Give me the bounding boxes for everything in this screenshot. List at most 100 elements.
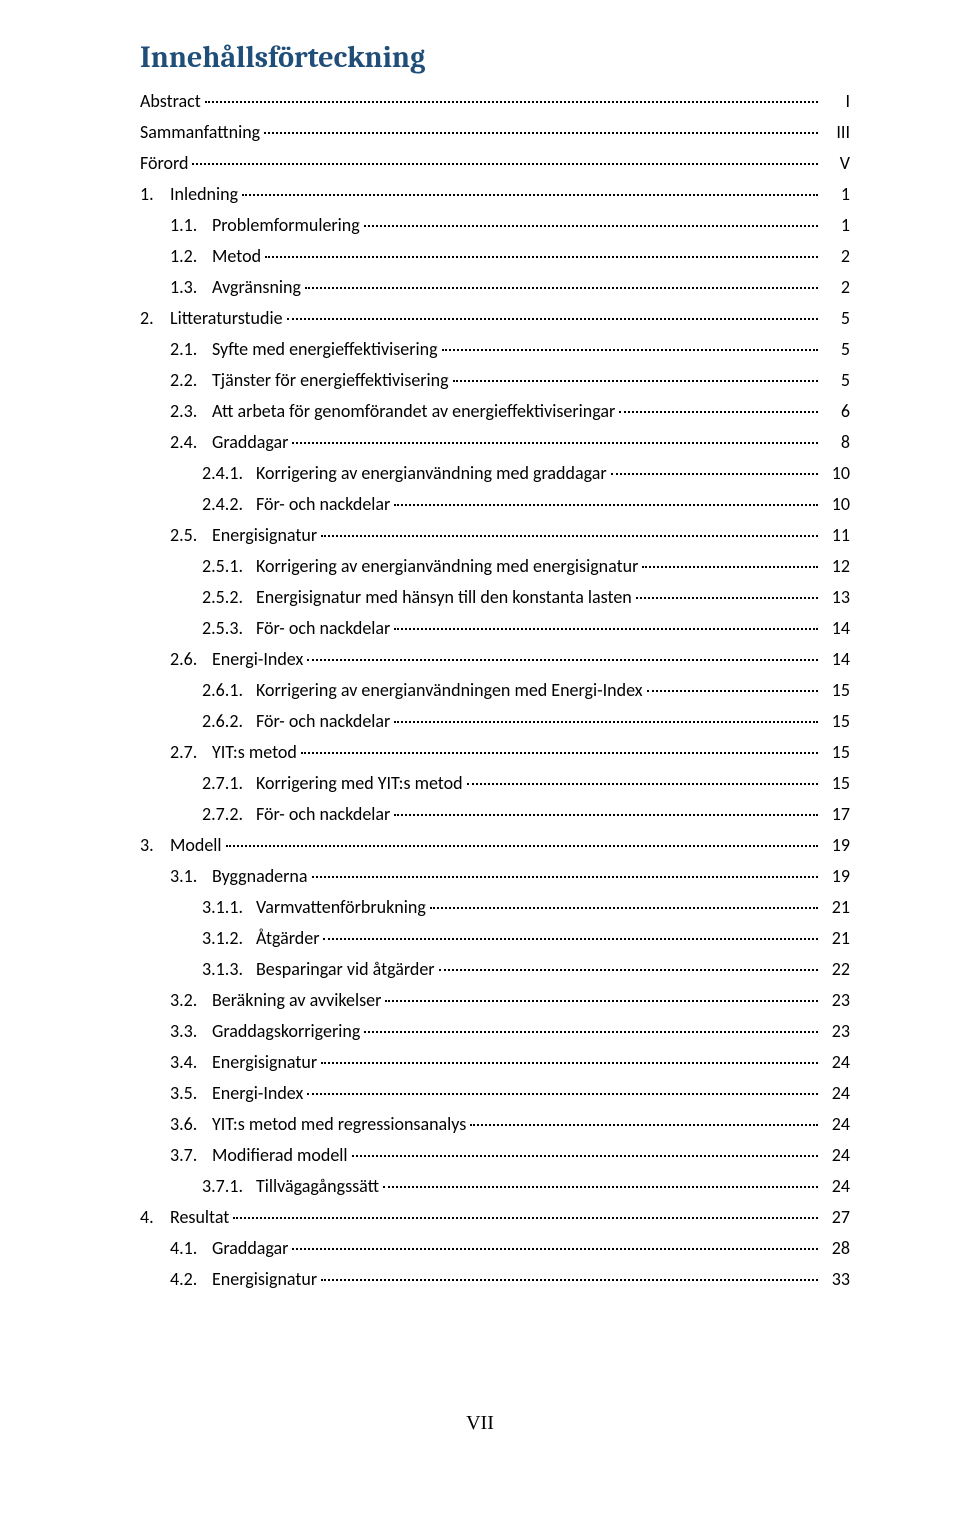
- toc-row: 3.5.Energi-Index24: [140, 1081, 850, 1102]
- toc-entry-text: Korrigering av energianvändning med ener…: [256, 555, 638, 577]
- toc-entry-label: 2.4.Graddagar: [170, 433, 292, 451]
- toc-row: 2.5.3.För- och nackdelar14: [140, 616, 850, 637]
- toc-leader-dots: [287, 306, 818, 324]
- toc-entry-page: V: [818, 154, 850, 172]
- toc-row: AbstractI: [140, 89, 850, 110]
- toc-leader-dots: [364, 213, 818, 231]
- toc-row: 3.1.Byggnaderna19: [140, 864, 850, 885]
- toc-leader-dots: [321, 1267, 818, 1285]
- toc-entry-page: 24: [818, 1177, 850, 1195]
- toc-entry-number: 3.2.: [170, 991, 212, 1009]
- page-title: Innehållsförteckning: [140, 40, 850, 75]
- toc-leader-dots: [205, 89, 818, 107]
- toc-row: 3.7.1.Tillvägagångssätt 24: [140, 1174, 850, 1195]
- toc-entry-text: YIT:s metod: [212, 741, 297, 763]
- toc-entry-page: 5: [818, 309, 850, 327]
- toc-entry-page: III: [818, 123, 850, 141]
- toc-entry-page: 14: [818, 650, 850, 668]
- toc-entry-number: 4.2.: [170, 1270, 212, 1288]
- toc-leader-dots: [470, 1112, 818, 1130]
- toc-entry-number: 3.: [140, 836, 170, 854]
- toc-entry-number: 2.5.: [170, 526, 212, 544]
- toc-entry-page: 15: [818, 681, 850, 699]
- toc-entry-page: 23: [818, 1022, 850, 1040]
- toc-entry-label: 2.5.1.Korrigering av energianvändning me…: [202, 557, 642, 575]
- toc-entry-text: Tillvägagångssätt: [256, 1175, 379, 1197]
- toc-entry-text: Sammanfattning: [140, 121, 260, 143]
- toc-entry-text: Modifierad modell: [212, 1144, 348, 1166]
- toc-entry-label: 2.Litteraturstudie: [140, 309, 287, 327]
- toc-entry-label: 3.7.1.Tillvägagångssätt: [202, 1177, 383, 1195]
- toc-leader-dots: [439, 957, 818, 975]
- toc-entry-number: 3.5.: [170, 1084, 212, 1102]
- toc-leader-dots: [430, 895, 818, 913]
- toc-row: Förord V: [140, 151, 850, 172]
- toc-row: 2.7.YIT:s metod 15: [140, 740, 850, 761]
- toc-leader-dots: [233, 1205, 818, 1223]
- toc-leader-dots: [467, 771, 818, 789]
- toc-entry-page: 21: [818, 898, 850, 916]
- toc-entry-label: 4.Resultat: [140, 1208, 233, 1226]
- toc-entry-text: För- och nackdelar: [256, 803, 390, 825]
- toc-entry-number: 2.5.2.: [202, 588, 256, 606]
- toc-entry-number: 3.6.: [170, 1115, 212, 1133]
- toc-entry-text: Förord: [140, 152, 188, 174]
- toc-entry-number: 3.1.2.: [202, 929, 256, 947]
- toc-entry-label: 2.4.2.För- och nackdelar: [202, 495, 394, 513]
- toc-entry-number: 3.7.1.: [202, 1177, 256, 1195]
- toc-entry-number: 3.1.3.: [202, 960, 256, 978]
- toc-entry-label: 2.7.1.Korrigering med YIT:s metod: [202, 774, 467, 792]
- toc-entry-text: Energisignatur: [212, 524, 317, 546]
- toc-entry-label: 3.1.3.Besparingar vid åtgärder: [202, 960, 439, 978]
- toc-leader-dots: [619, 399, 818, 417]
- toc-entry-text: Beräkning av avvikelser: [212, 989, 381, 1011]
- toc-entry-page: I: [818, 92, 850, 110]
- toc-row: 3.Modell 19: [140, 833, 850, 854]
- toc-row: 2.7.2.För- och nackdelar17: [140, 802, 850, 823]
- toc-leader-dots: [264, 120, 818, 138]
- toc-entry-number: 2.6.2.: [202, 712, 256, 730]
- toc-entry-number: 2.6.1.: [202, 681, 256, 699]
- toc-leader-dots: [636, 585, 818, 603]
- toc-leader-dots: [385, 988, 818, 1006]
- toc-entry-number: 1.1.: [170, 216, 212, 234]
- toc-entry-page: 19: [818, 836, 850, 854]
- toc-entry-page: 24: [818, 1115, 850, 1133]
- toc-entry-text: Energi-Index: [212, 1082, 303, 1104]
- toc-row: 4.Resultat27: [140, 1205, 850, 1226]
- toc-entry-label: 3.Modell: [140, 836, 226, 854]
- toc-leader-dots: [292, 1236, 818, 1254]
- toc-entry-number: 2.: [140, 309, 170, 327]
- toc-entry-label: 1.Inledning: [140, 185, 242, 203]
- toc-entry-page: 15: [818, 774, 850, 792]
- toc-entry-page: 5: [818, 340, 850, 358]
- toc-entry-label: 3.1.2.Åtgärder: [202, 929, 323, 947]
- toc-entry-page: 10: [818, 464, 850, 482]
- toc-row: 3.1.1.Varmvattenförbrukning21: [140, 895, 850, 916]
- toc-entry-page: 15: [818, 743, 850, 761]
- toc-leader-dots: [312, 864, 819, 882]
- toc-entry-number: 2.1.: [170, 340, 212, 358]
- toc-entry-number: 2.7.2.: [202, 805, 256, 823]
- toc-entry-text: Att arbeta för genomförandet av energief…: [212, 400, 615, 422]
- toc-row: 4.1.Graddagar28: [140, 1236, 850, 1257]
- toc-entry-text: Inledning: [170, 183, 238, 205]
- toc-entry-number: 2.7.: [170, 743, 212, 761]
- toc-leader-dots: [307, 1081, 818, 1099]
- toc-row: 1.1.Problemformulering1: [140, 213, 850, 234]
- toc-entry-number: 1.2.: [170, 247, 212, 265]
- toc-leader-dots: [305, 275, 818, 293]
- toc-entry-text: Graddagar: [212, 1237, 288, 1259]
- toc-entry-text: Energi-Index: [212, 648, 303, 670]
- toc-entry-label: Förord: [140, 154, 192, 172]
- toc-entry-text: Besparingar vid åtgärder: [256, 958, 435, 980]
- toc-entry-number: 3.7.: [170, 1146, 212, 1164]
- toc-entry-text: Korrigering av energianvändning med grad…: [256, 462, 607, 484]
- toc-entry-number: 2.7.1.: [202, 774, 256, 792]
- toc-entry-page: 14: [818, 619, 850, 637]
- toc-entry-label: 1.2.Metod: [170, 247, 265, 265]
- toc-entry-label: 1.3.Avgränsning: [170, 278, 305, 296]
- toc-entry-text: YIT:s metod med regressionsanalys: [212, 1113, 466, 1135]
- toc-entry-text: Energisignatur med hänsyn till den konst…: [256, 586, 632, 608]
- toc-entry-number: 2.4.2.: [202, 495, 256, 513]
